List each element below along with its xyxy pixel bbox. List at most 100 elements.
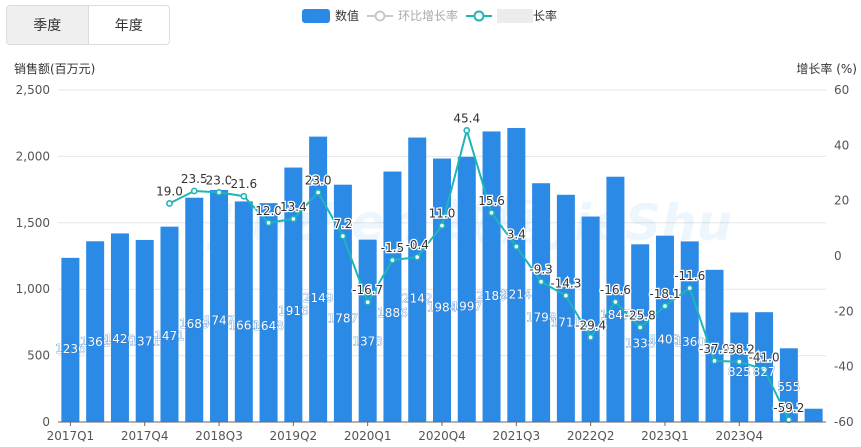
growth-value-label: -18.1: [649, 287, 680, 301]
bar: [86, 241, 105, 422]
bar-value-label: 1360: [674, 335, 705, 349]
growth-value-label: 13.4: [280, 200, 307, 214]
left-tick-label: 2,000: [16, 149, 50, 163]
bar: [730, 312, 749, 422]
bar-value-label: 1373: [352, 334, 383, 348]
bar: [631, 244, 650, 422]
bar-value-label: 1798: [526, 311, 557, 325]
growth-point: [686, 284, 694, 292]
bar-value-label: 1403: [650, 333, 681, 347]
left-tick-label: 500: [27, 349, 50, 363]
growth-value-label: -29.4: [575, 318, 606, 332]
bar: [507, 127, 526, 422]
bar: [779, 348, 798, 422]
growth-point: [537, 278, 545, 286]
bar-value-label: 1984: [427, 300, 458, 314]
bar-value-label: 2188: [476, 289, 507, 303]
bar-value-label: 555: [777, 380, 800, 394]
x-tick-label: 2017Q1: [47, 429, 95, 443]
growth-point: [389, 256, 396, 264]
bar: [482, 131, 501, 422]
growth-value-label: 11.0: [429, 207, 456, 221]
growth-value-label: -11.6: [674, 269, 705, 283]
bar: [457, 156, 476, 422]
bar: [358, 239, 377, 422]
bar: [284, 167, 303, 422]
growth-point: [166, 200, 173, 207]
growth-point: [413, 253, 421, 261]
bar-value-label: 1689: [179, 317, 210, 331]
bar: [581, 216, 600, 422]
right-tick-label: 60: [834, 83, 849, 97]
growth-value-label: -9.3: [529, 263, 552, 277]
bar: [433, 158, 451, 423]
bar-value-label: 1711: [551, 316, 582, 330]
tab-annual[interactable]: 年度: [87, 6, 170, 44]
growth-value-label: -59.2: [773, 401, 804, 415]
growth-point: [240, 192, 248, 200]
legend-point-swatch: [374, 10, 386, 22]
bar: [333, 184, 352, 422]
x-tick-label: 2020Q4: [418, 429, 466, 443]
growth-value-label: -38.2: [724, 343, 755, 357]
right-axis-title: 增长率 (%): [796, 61, 857, 76]
growth-value-label: -16.7: [352, 283, 383, 297]
growth-point: [636, 323, 644, 331]
bar: [309, 136, 328, 422]
right-tick-label: 20: [834, 194, 849, 208]
legend-label: 长率: [533, 8, 557, 23]
x-tick-label: 2018Q3: [195, 429, 243, 443]
growth-value-label: -0.4: [406, 238, 429, 252]
x-tick-label: 2019Q2: [270, 429, 318, 443]
x-tick-label: 2022Q2: [567, 429, 615, 443]
growth-point: [339, 232, 347, 240]
left-tick-label: 1,000: [16, 282, 50, 296]
bar: [532, 183, 551, 422]
bar: [210, 189, 229, 422]
growth-value-label: 7.2: [333, 217, 352, 231]
growth-value-label: 45.4: [453, 111, 480, 125]
bar: [110, 233, 129, 422]
left-tick-label: 2,500: [16, 83, 50, 97]
bar: [135, 239, 154, 422]
growth-value-label: 3.4: [507, 228, 526, 242]
bar-value-label: 1916: [278, 304, 309, 318]
bar-value-label: 1420: [105, 332, 136, 346]
growth-point: [512, 243, 520, 250]
bar-value-label: 2149: [303, 291, 334, 305]
right-tick-label: -20: [834, 304, 854, 318]
growth-value-label: 23.0: [305, 173, 332, 187]
bar: [185, 197, 204, 422]
bar: [804, 408, 823, 422]
bar-value-label: 1886: [377, 306, 408, 320]
growth-point: [314, 188, 322, 196]
growth-point: [661, 302, 669, 310]
right-tick-label: 40: [834, 138, 849, 152]
bar-value-label: 1338: [625, 336, 656, 350]
growth-point: [265, 219, 272, 227]
bar-value-label: 1471: [154, 329, 185, 343]
growth-point: [488, 209, 495, 217]
right-tick-label: -40: [834, 360, 854, 374]
growth-value-label: -25.8: [625, 308, 656, 322]
bar: [655, 235, 674, 422]
growth-value-label: -37.9: [699, 342, 730, 356]
legend-bar-swatch: [302, 9, 330, 23]
growth-point: [562, 292, 570, 299]
bar-value-label: 1847: [600, 308, 631, 322]
growth-point: [612, 298, 619, 306]
bar: [259, 203, 278, 422]
growth-point: [735, 358, 743, 366]
bar: [556, 194, 575, 422]
growth-value-label: 23.5: [181, 172, 208, 186]
bar-value-label: 1236: [55, 342, 86, 356]
bar: [705, 269, 724, 422]
bar-value-label: 1371: [129, 335, 160, 349]
left-tick-label: 0: [42, 415, 50, 429]
bar-value-label: 1661: [229, 318, 260, 332]
growth-value-label: 15.6: [478, 194, 505, 208]
growth-value-label: 23.0: [206, 173, 233, 187]
tab-quarterly[interactable]: 季度: [7, 6, 88, 44]
legend-label: 数值: [335, 8, 359, 23]
